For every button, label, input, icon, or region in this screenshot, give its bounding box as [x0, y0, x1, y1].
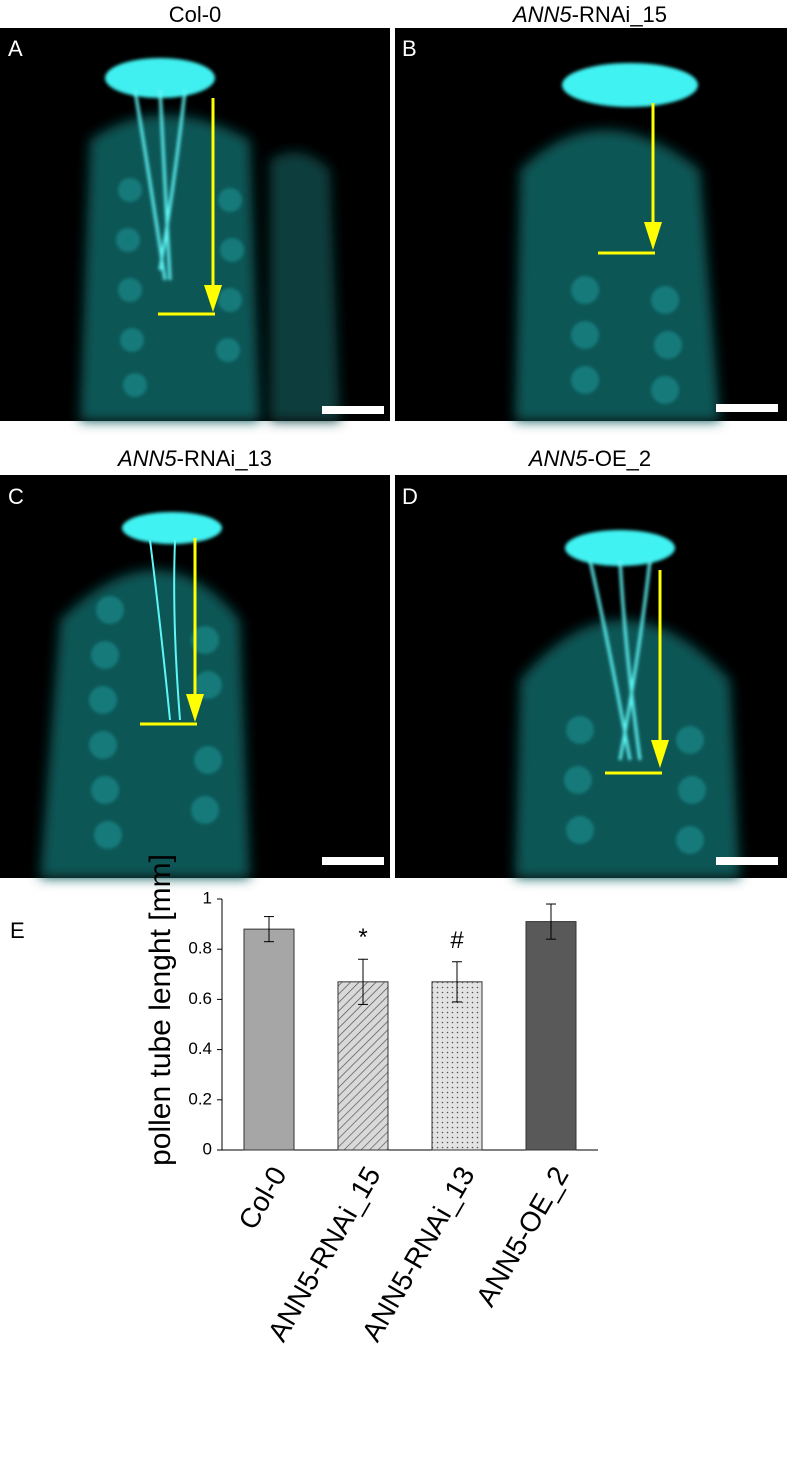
y-tick-label: 0.6: [188, 989, 212, 1008]
gene: ANN5: [116, 446, 177, 471]
y-tick-label: 1: [203, 888, 212, 907]
line: -OE_2: [588, 446, 652, 471]
micrograph: D: [395, 475, 787, 878]
y-axis-label: pollen tube lenght [mm]: [144, 854, 177, 1166]
x-tick-label: Col-0: [232, 1161, 292, 1234]
panel-letter: A: [8, 36, 23, 61]
bar: [431, 981, 483, 1151]
y-tick-label: 0.2: [188, 1089, 212, 1108]
bar: [243, 928, 295, 1151]
x-tick-label: ANN5-OE_2: [470, 1161, 575, 1311]
plot: 00.20.40.60.81Col-0*ANN5-RNAi_15#ANN5-RN…: [188, 888, 598, 1347]
panel-letter: D: [402, 484, 418, 509]
panel-letter: C: [8, 484, 24, 509]
significance-mark: *: [358, 924, 367, 951]
panel-title: ANN5-OE_2: [527, 446, 651, 471]
y-tick-label: 0.4: [188, 1039, 212, 1058]
bar: [525, 921, 577, 1151]
significance-mark: #: [450, 927, 464, 954]
y-tick-label: 0: [203, 1139, 212, 1158]
panel-title: ANN5-RNAi_13: [116, 446, 272, 471]
micrograph: A: [0, 28, 390, 421]
micrograph: B: [395, 28, 787, 421]
bar: [337, 981, 389, 1151]
panel-letter: E: [10, 918, 25, 943]
panel-letter: B: [402, 36, 417, 61]
line: -RNAi_15: [572, 2, 667, 27]
panel-title: ANN5-RNAi_15: [511, 2, 667, 27]
line: -RNAi_13: [177, 446, 272, 471]
panel-title: Col-0: [169, 2, 222, 27]
micrograph: C: [0, 475, 390, 878]
gene: ANN5: [527, 446, 588, 471]
y-tick-label: 0.8: [188, 939, 212, 958]
gene: ANN5: [511, 2, 572, 27]
